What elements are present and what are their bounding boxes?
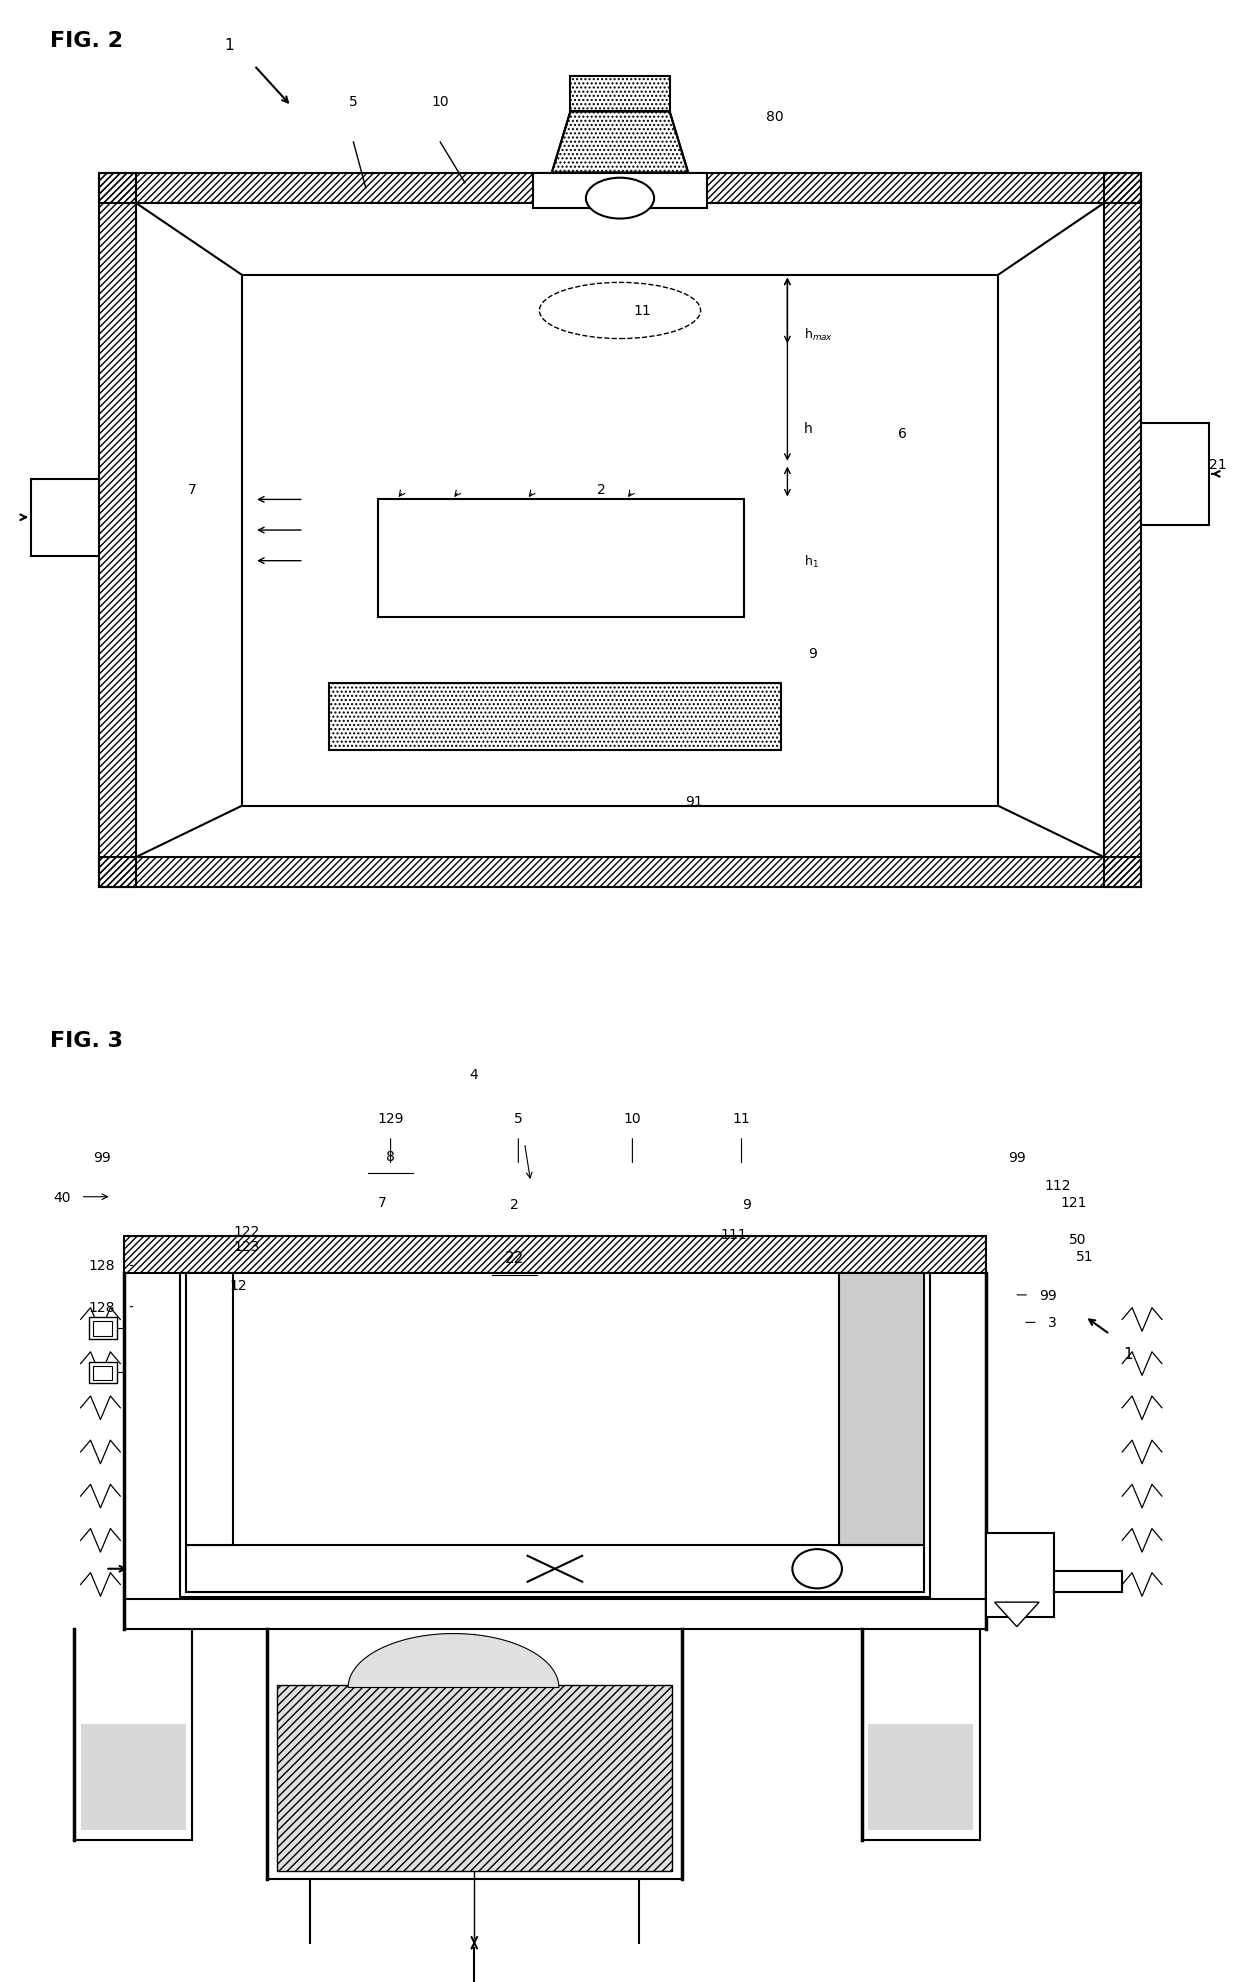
Text: 40: 40	[53, 1189, 71, 1205]
Text: 128: 128	[88, 1300, 115, 1314]
Text: 9: 9	[742, 1197, 751, 1211]
Text: 10: 10	[624, 1112, 641, 1126]
Text: 12: 12	[229, 1278, 247, 1292]
Text: 22: 22	[51, 484, 68, 497]
Text: h: h	[804, 422, 812, 436]
Bar	[329, 684, 781, 751]
Text: 5: 5	[348, 95, 358, 109]
Text: 99: 99	[1039, 1288, 1056, 1302]
Ellipse shape	[585, 178, 655, 220]
Text: 1: 1	[1123, 1346, 1133, 1362]
Circle shape	[792, 1550, 842, 1590]
Text: 4: 4	[469, 1068, 479, 1082]
Bar	[986, 1534, 1054, 1617]
Bar	[99, 174, 1141, 204]
Text: 91: 91	[686, 795, 703, 809]
Text: 123: 123	[233, 1239, 259, 1253]
Bar	[570, 77, 670, 113]
Bar	[124, 1237, 986, 1274]
Text: 9: 9	[807, 646, 817, 660]
Polygon shape	[552, 113, 688, 174]
Text: 111: 111	[720, 1227, 748, 1241]
Text: 80: 80	[766, 111, 784, 125]
Text: FIG. 3: FIG. 3	[50, 1031, 123, 1050]
Text: 99: 99	[1008, 1152, 1025, 1165]
Bar	[277, 1685, 672, 1871]
Polygon shape	[81, 1724, 186, 1829]
Text: 1: 1	[224, 38, 234, 54]
Bar	[378, 499, 744, 618]
Bar	[186, 1274, 233, 1546]
Text: 11: 11	[634, 305, 651, 319]
Polygon shape	[994, 1601, 1039, 1627]
Text: FIG. 2: FIG. 2	[50, 30, 123, 52]
Text: 122: 122	[233, 1225, 259, 1239]
Text: 121: 121	[1060, 1195, 1086, 1209]
Bar	[1054, 1572, 1122, 1592]
Text: 128: 128	[88, 1259, 115, 1272]
Bar	[99, 858, 1141, 888]
Text: 22: 22	[505, 1251, 525, 1265]
Text: 8: 8	[386, 1150, 396, 1163]
Text: 5: 5	[513, 1112, 523, 1126]
Text: 51: 51	[1076, 1249, 1094, 1263]
Polygon shape	[868, 1724, 973, 1829]
Bar	[180, 1274, 930, 1597]
Bar	[533, 174, 707, 210]
Text: 3: 3	[1048, 1316, 1056, 1330]
Text: 99: 99	[93, 1152, 110, 1165]
Bar	[839, 1274, 924, 1546]
Text: h$_{max}$: h$_{max}$	[804, 327, 833, 343]
Text: 8: 8	[551, 702, 560, 716]
Bar	[93, 1366, 112, 1381]
Bar	[99, 174, 136, 888]
Text: 10: 10	[432, 95, 449, 109]
Bar	[89, 1318, 117, 1340]
Text: 112: 112	[1044, 1179, 1070, 1193]
Text: 111: 111	[547, 545, 574, 559]
Text: 21: 21	[1209, 458, 1226, 472]
Text: 2: 2	[510, 1197, 520, 1211]
Text: 129: 129	[377, 1112, 404, 1126]
Text: 2: 2	[596, 484, 606, 497]
Bar	[31, 480, 99, 557]
Text: 7: 7	[377, 1195, 387, 1209]
Text: 50: 50	[1069, 1233, 1086, 1247]
Text: 11: 11	[733, 1112, 750, 1126]
Polygon shape	[348, 1633, 559, 1689]
Bar	[1104, 174, 1141, 888]
Text: 6: 6	[898, 426, 908, 440]
Text: h$_1$: h$_1$	[804, 553, 818, 569]
Text: 7: 7	[187, 484, 197, 497]
Bar	[93, 1322, 112, 1336]
Bar	[89, 1362, 117, 1383]
Bar	[186, 1546, 924, 1592]
Bar	[1141, 424, 1209, 525]
Bar	[242, 275, 998, 807]
